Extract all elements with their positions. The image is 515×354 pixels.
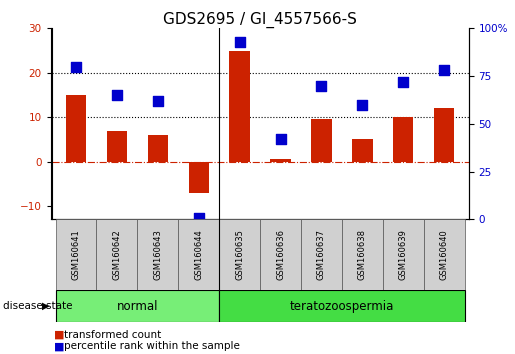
- Bar: [301, 219, 342, 290]
- Text: GSM160644: GSM160644: [194, 229, 203, 280]
- Bar: [342, 219, 383, 290]
- Text: disease state: disease state: [3, 301, 72, 311]
- Text: GSM160637: GSM160637: [317, 229, 326, 280]
- Bar: [393, 117, 414, 162]
- Text: GSM160638: GSM160638: [358, 229, 367, 280]
- Point: [358, 102, 367, 108]
- Point: [317, 83, 325, 88]
- Bar: [178, 219, 219, 290]
- Point: [277, 136, 285, 142]
- Bar: [424, 219, 465, 290]
- Point: [399, 79, 407, 85]
- Text: teratozoospermia: teratozoospermia: [289, 300, 394, 313]
- Text: ■: ■: [54, 341, 64, 351]
- Text: GSM160641: GSM160641: [72, 229, 80, 280]
- Bar: [56, 290, 219, 322]
- Text: percentile rank within the sample: percentile rank within the sample: [64, 341, 241, 351]
- Bar: [311, 119, 332, 162]
- Text: GSM160639: GSM160639: [399, 229, 408, 280]
- Bar: [188, 162, 209, 193]
- Point: [440, 68, 448, 73]
- Text: GSM160640: GSM160640: [440, 229, 449, 280]
- Bar: [352, 139, 372, 162]
- Text: GSM160643: GSM160643: [153, 229, 162, 280]
- Bar: [260, 219, 301, 290]
- Bar: [219, 290, 465, 322]
- Text: normal: normal: [116, 300, 158, 313]
- Point: [113, 92, 121, 98]
- Point: [235, 39, 244, 45]
- Point: [72, 64, 80, 69]
- Point: [153, 98, 162, 104]
- Text: GSM160642: GSM160642: [112, 229, 122, 280]
- Bar: [434, 108, 454, 162]
- Bar: [148, 135, 168, 162]
- Text: transformed count: transformed count: [64, 330, 162, 339]
- Bar: [219, 219, 260, 290]
- Text: GSM160636: GSM160636: [276, 229, 285, 280]
- Bar: [138, 219, 178, 290]
- Bar: [96, 219, 138, 290]
- Text: GSM160635: GSM160635: [235, 229, 244, 280]
- Bar: [66, 95, 87, 162]
- Point: [195, 215, 203, 221]
- Title: GDS2695 / GI_4557566-S: GDS2695 / GI_4557566-S: [163, 12, 357, 28]
- Bar: [229, 51, 250, 162]
- Bar: [383, 219, 424, 290]
- Bar: [270, 159, 291, 162]
- Bar: [107, 131, 127, 162]
- Text: ■: ■: [54, 330, 64, 339]
- Bar: [56, 219, 96, 290]
- Text: ▶: ▶: [42, 301, 49, 311]
